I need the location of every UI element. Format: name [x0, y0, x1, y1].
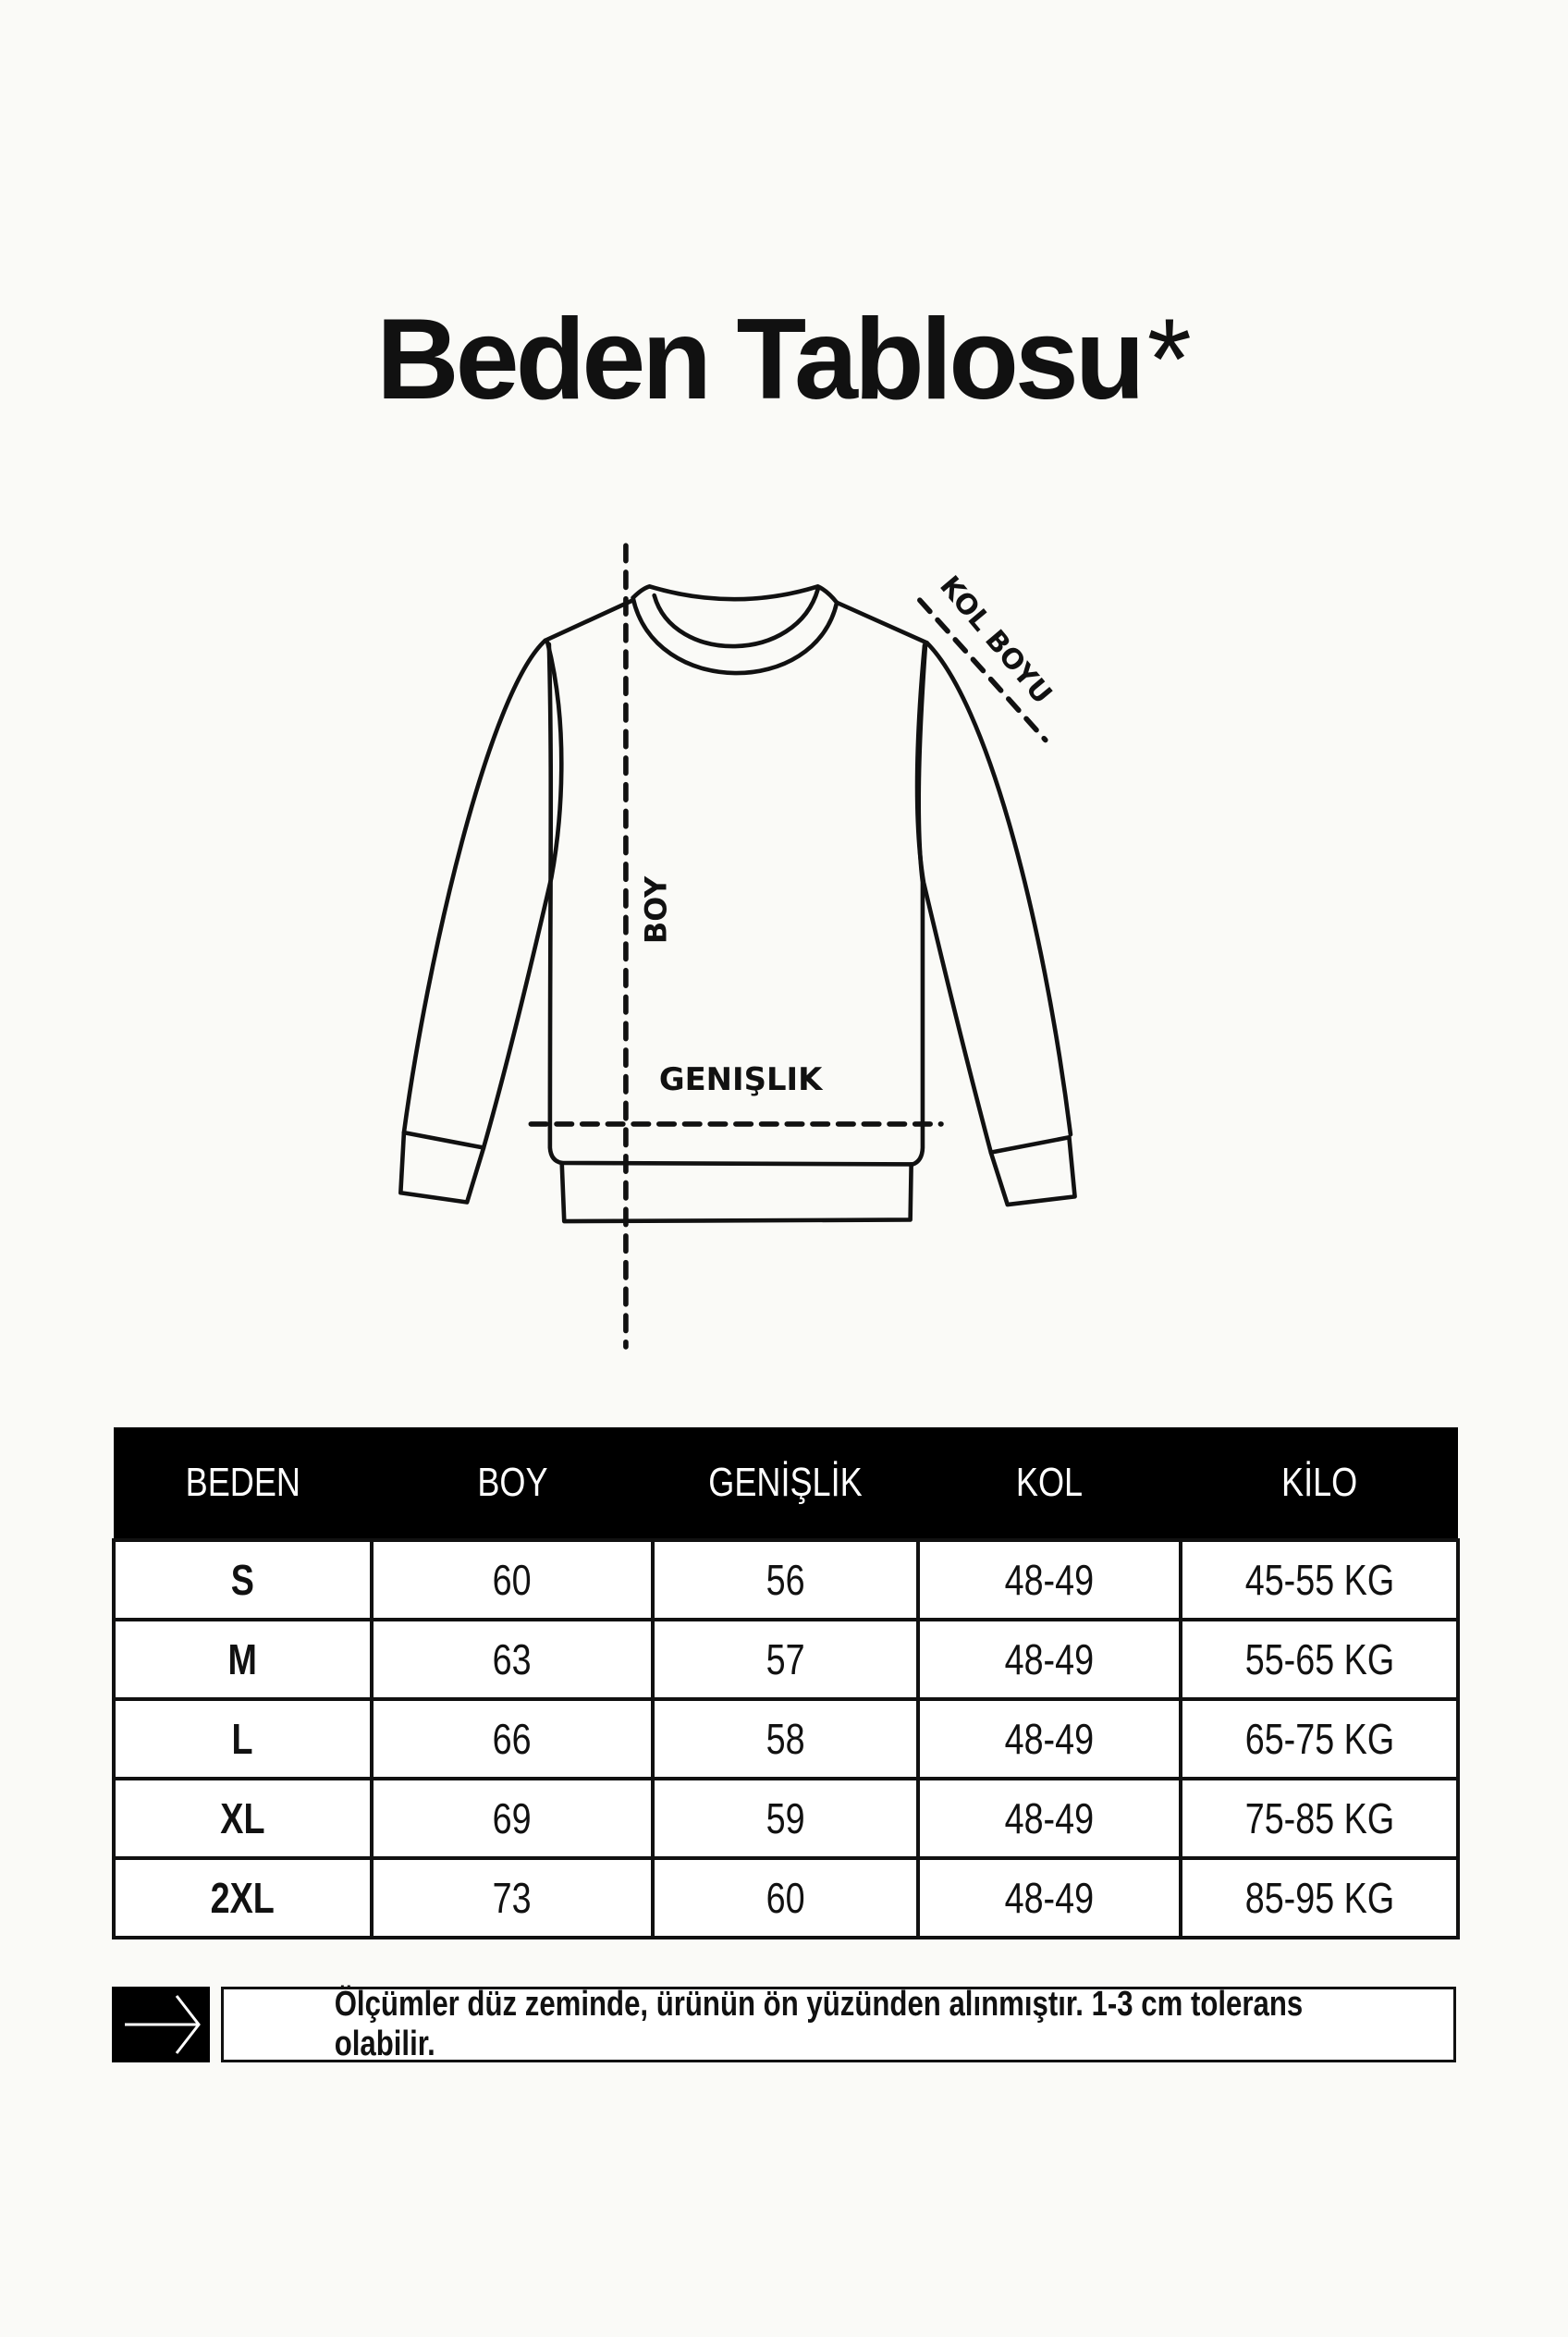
value-cell: 63 [370, 1618, 655, 1701]
size-table: BEDEN BOY GENİŞLİK KOL KİLO S 60 56 48-49 45… [112, 1427, 1460, 1939]
note-text: Ölçümler düz zeminde, ürünün ön yüzünden… [334, 1985, 1304, 2063]
value-cell: 55-65 KG [1179, 1618, 1460, 1701]
size-cell: S [112, 1538, 374, 1621]
size-cell: L [112, 1697, 374, 1780]
value-cell: 57 [651, 1618, 920, 1701]
table-row: 2XL 73 60 48-49 85-95 KG [112, 1856, 1460, 1939]
value-cell: 85-95 KG [1179, 1856, 1460, 1939]
note-arrow-box [112, 1987, 210, 2062]
sweatshirt-measurement-diagram: BOY GENIŞLIK KOL BOYU [398, 543, 1077, 1350]
header-cell: GENİŞLİK [653, 1427, 918, 1540]
value-cell: 58 [651, 1697, 920, 1780]
header-cell: BEDEN [114, 1427, 372, 1540]
header-cell: BOY [372, 1427, 653, 1540]
value-cell: 48-49 [916, 1538, 1182, 1621]
page-title: Beden Tablosu* [0, 294, 1568, 425]
table-row: L 66 58 48-49 65-75 KG [112, 1697, 1460, 1780]
table-header-row: BEDEN BOY GENİŞLİK KOL KİLO [114, 1427, 1458, 1540]
sleeve-label: KOL BOYU [933, 569, 1058, 710]
sleeve-dashed-line [917, 597, 1048, 743]
value-cell: 69 [370, 1777, 655, 1860]
value-cell: 65-75 KG [1179, 1697, 1460, 1780]
value-cell: 48-49 [916, 1697, 1182, 1780]
size-cell: M [112, 1618, 374, 1701]
value-cell: 60 [651, 1856, 920, 1939]
value-cell: 48-49 [916, 1618, 1182, 1701]
value-cell: 48-49 [916, 1777, 1182, 1860]
value-cell: 73 [370, 1856, 655, 1939]
value-cell: 60 [370, 1538, 655, 1621]
arrow-right-icon [125, 1995, 201, 2054]
sweatshirt-outline [398, 584, 1077, 1224]
value-cell: 56 [651, 1538, 920, 1621]
value-cell: 75-85 KG [1179, 1777, 1460, 1860]
table-row: S 60 56 48-49 45-55 KG [112, 1538, 1460, 1621]
header-cell: KİLO [1181, 1427, 1458, 1540]
value-cell: 59 [651, 1777, 920, 1860]
table-row: XL 69 59 48-49 75-85 KG [112, 1777, 1460, 1860]
size-cell: 2XL [112, 1856, 374, 1939]
length-label: BOY [640, 875, 674, 944]
value-cell: 48-49 [916, 1856, 1182, 1939]
width-label: GENIŞLIK [659, 1061, 824, 1097]
header-cell: KOL [918, 1427, 1181, 1540]
title-text: Beden Tablosu [376, 296, 1145, 423]
size-cell: XL [112, 1777, 374, 1860]
table-row: M 63 57 48-49 55-65 KG [112, 1618, 1460, 1701]
measurement-note: Ölçümler düz zeminde, ürünün ön yüzünden… [221, 1985, 1456, 2063]
value-cell: 45-55 KG [1179, 1538, 1460, 1621]
asterisk-icon: * [1146, 296, 1192, 423]
value-cell: 66 [370, 1697, 655, 1780]
